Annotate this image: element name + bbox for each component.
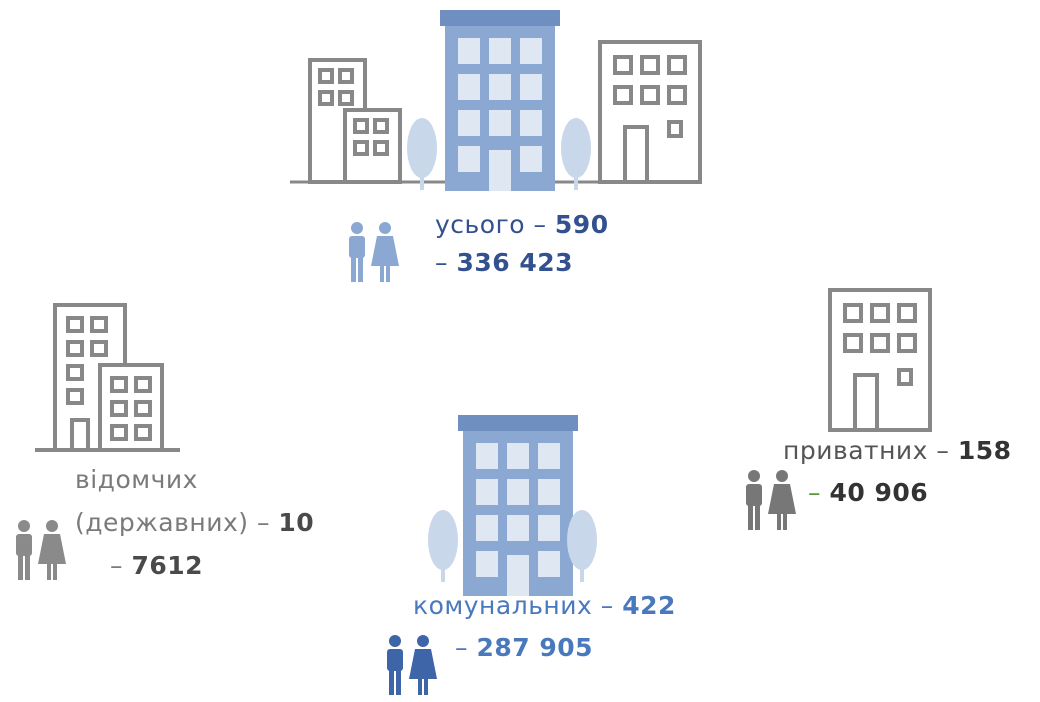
text: 158 (958, 436, 1012, 465)
text: 40 906 (829, 478, 928, 507)
text: 10 (278, 508, 314, 537)
private-building (830, 290, 930, 430)
people-icon (16, 520, 66, 580)
departmental-label: відомчих (75, 465, 198, 494)
departmental-building (35, 305, 180, 450)
infographic: усього – 590 – 336 423 відомчих (державн… (0, 0, 1040, 702)
total-students: – 336 423 (435, 248, 573, 277)
people-icon (746, 470, 796, 530)
departmental-line: (державних) – 10 (75, 508, 314, 537)
private-line: приватних – 158 (783, 436, 1012, 465)
text: відомчих (75, 465, 198, 494)
communal-building (428, 415, 597, 596)
private-students: – 40 906 (808, 478, 928, 507)
text: 590 (555, 210, 609, 239)
text: (державних) – (75, 508, 270, 537)
communal-line: комунальних – 422 (413, 591, 676, 620)
text: 336 423 (456, 248, 573, 277)
departmental-students: – 7612 (110, 551, 203, 580)
text: – (808, 478, 821, 507)
people-icon (387, 635, 437, 695)
text: – (455, 633, 468, 662)
people-icon (349, 222, 399, 282)
top-buildings (290, 10, 700, 191)
text: комунальних – (413, 591, 614, 620)
total-line: усього – 590 (435, 210, 609, 239)
text: – (110, 551, 123, 580)
text: – (435, 248, 448, 277)
text: 7612 (131, 551, 203, 580)
text: 422 (622, 591, 676, 620)
text: 287 905 (476, 633, 593, 662)
text: приватних – (783, 436, 949, 465)
text: усього – (435, 210, 546, 239)
communal-students: – 287 905 (455, 633, 593, 662)
